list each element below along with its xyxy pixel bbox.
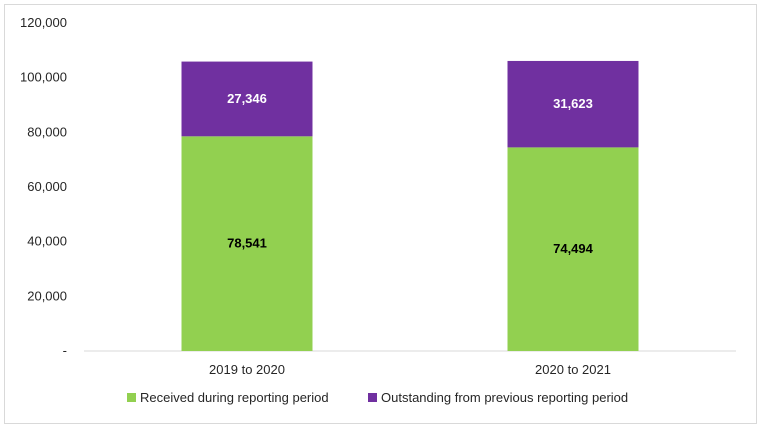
bar-segment-received bbox=[181, 136, 313, 351]
y-tick-label: 20,000 bbox=[27, 288, 67, 303]
legend-label: Received during reporting period bbox=[140, 390, 329, 405]
bars: 78,541 27,346 74,494 31,623 bbox=[181, 60, 639, 351]
x-axis: 2019 to 2020 2020 to 2021 bbox=[209, 362, 611, 377]
legend: Received during reporting period Outstand… bbox=[127, 390, 628, 405]
bar-segment-outstanding bbox=[181, 61, 313, 137]
x-tick-label: 2020 to 2021 bbox=[535, 362, 611, 377]
y-tick-label: 80,000 bbox=[27, 124, 67, 139]
legend-label: Outstanding from previous reporting peri… bbox=[381, 390, 628, 405]
data-label: 31,623 bbox=[553, 96, 593, 111]
y-tick-label: 100,000 bbox=[20, 70, 67, 85]
data-label: 27,346 bbox=[227, 91, 267, 106]
y-tick-label: 60,000 bbox=[27, 179, 67, 194]
bar-segment-outstanding bbox=[507, 60, 639, 148]
x-tick-label: 2019 to 2020 bbox=[209, 362, 285, 377]
y-tick-label: 40,000 bbox=[27, 234, 67, 249]
data-label: 78,541 bbox=[227, 236, 267, 251]
y-tick-label: - bbox=[63, 343, 67, 358]
data-label: 74,494 bbox=[553, 241, 594, 256]
y-tick-label: 120,000 bbox=[20, 15, 67, 30]
bar-segment-received bbox=[507, 147, 639, 351]
legend-swatch bbox=[368, 393, 377, 402]
legend-swatch bbox=[127, 393, 136, 402]
y-axis: - 20,000 40,000 60,000 80,000 100,000 120,000 bbox=[20, 15, 67, 358]
